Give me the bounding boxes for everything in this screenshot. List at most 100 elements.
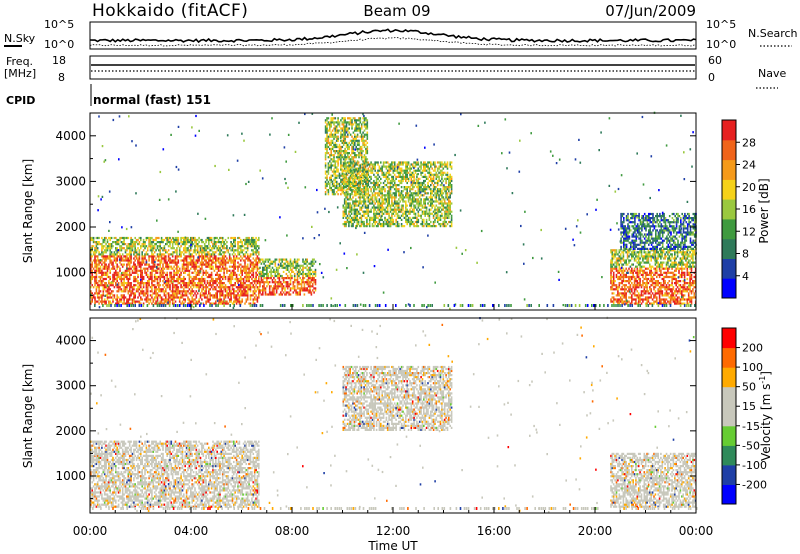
power-cell-4293 — [432, 169, 435, 172]
power-cell-216 — [103, 265, 106, 268]
power-cell-1034 — [159, 249, 161, 252]
power-cell-3063 — [348, 186, 350, 189]
power-cell-4926 — [345, 176, 348, 179]
power-cell-1541 — [192, 257, 195, 260]
power-cell-3036 — [346, 214, 349, 217]
power-cell-474 — [121, 263, 124, 266]
power-cell-4682 — [331, 184, 334, 188]
power-cell-1020 — [159, 284, 161, 287]
power-cell-403 — [116, 249, 118, 252]
power-cell-4782 — [337, 158, 339, 161]
power-cell-4902 — [344, 158, 346, 161]
power-cell-2475 — [255, 251, 257, 254]
nsky-label: N.Sky — [4, 32, 36, 45]
power-cell-787 — [142, 255, 145, 258]
power-cell-4805 — [338, 156, 341, 159]
power-cell-2057 — [227, 261, 230, 264]
power-cell-1917 — [219, 298, 221, 301]
power-cell-322 — [110, 259, 113, 262]
power-cell-3358 — [367, 161, 370, 164]
power-cell-2870 — [302, 264, 304, 267]
power-cell-4795 — [337, 119, 339, 122]
power-cell-4035 — [414, 198, 417, 201]
power-cell-554 — [127, 273, 130, 276]
power-cell-3951 — [409, 204, 411, 207]
power-cell-3787 — [398, 216, 400, 219]
power-cell-3260 — [361, 204, 364, 207]
power-cell-2516 — [258, 253, 260, 256]
power-cell-3803 — [398, 171, 400, 174]
power-cell-2196 — [237, 261, 239, 264]
power-cell-732 — [138, 236, 141, 240]
power-cell-363 — [113, 241, 116, 244]
power-cell-4643 — [329, 147, 331, 151]
power-cell-4411 — [441, 173, 443, 176]
power-cell-2889 — [305, 266, 307, 269]
power-cell-699 — [137, 282, 139, 285]
power-cell-278 — [108, 280, 110, 283]
power-cell-3240 — [360, 214, 363, 217]
power-cell-2864 — [302, 277, 304, 280]
power-cell-4932 — [345, 152, 348, 155]
power-cell-3155 — [355, 214, 357, 217]
power-cell-2140 — [233, 251, 235, 254]
power-cell-1809 — [210, 255, 213, 258]
power-cell-664 — [134, 269, 136, 272]
power-cell-2471 — [255, 261, 257, 264]
power-cell-1783 — [209, 273, 211, 276]
power-cell-2595 — [267, 281, 270, 284]
power-cell-2585 — [266, 277, 268, 280]
power-cell-1407 — [184, 255, 186, 258]
power-cell-3488 — [377, 173, 379, 176]
power-cell-3993 — [411, 196, 414, 199]
power-cell-2297 — [244, 269, 246, 272]
power-cell-586 — [128, 255, 131, 258]
power-cell-940 — [153, 277, 156, 281]
power-cell-2242 — [240, 263, 242, 266]
power-cell-4899 — [344, 164, 346, 167]
power-cell-2251 — [241, 300, 243, 303]
power-cell-2955 — [313, 279, 315, 282]
power-cell-3555 — [381, 167, 383, 170]
power-cell-738 — [140, 286, 142, 289]
power-cell-276 — [108, 286, 110, 289]
power-cell-1935 — [219, 253, 221, 256]
power-cell-1610 — [198, 298, 200, 301]
power-cell-3341 — [367, 204, 370, 207]
power-cell-635 — [133, 294, 135, 297]
power-cell-178 — [101, 249, 103, 252]
power-cell-3523 — [380, 204, 382, 207]
power-cell-537 — [126, 259, 128, 262]
power-cell-2232 — [240, 288, 242, 291]
power-cell-2331 — [246, 298, 249, 301]
power-cell-4892 — [342, 117, 345, 120]
power-cell-4819 — [340, 184, 342, 188]
power-cell-4797 — [338, 189, 341, 192]
power-cell-85 — [95, 280, 98, 283]
power-cell-2395 — [249, 243, 252, 246]
power-cell-4422 — [442, 206, 445, 209]
power-cell-2087 — [230, 284, 232, 287]
power-cell-1271 — [176, 292, 178, 295]
power-cell-1310 — [177, 245, 180, 248]
power-cell-2348 — [246, 257, 249, 260]
power-cell-4195 — [425, 188, 428, 191]
power-cell-1254 — [174, 280, 177, 283]
power-cell-3741 — [393, 167, 396, 170]
power-cell-923 — [152, 257, 155, 260]
power-cell-3052 — [348, 225, 350, 228]
power-cell-4513 — [448, 186, 450, 189]
power-cell-1279 — [176, 271, 178, 274]
power-cell-776 — [142, 292, 145, 295]
power-cell-302 — [109, 259, 111, 262]
power-cell-1744 — [206, 257, 209, 260]
power-cell-4188 — [425, 212, 428, 215]
power-cell-3270 — [363, 225, 365, 228]
power-cell-828 — [146, 300, 149, 303]
power-cell-853 — [148, 277, 150, 281]
power-cell-1387 — [183, 247, 185, 250]
power-cell-963 — [155, 275, 157, 279]
power-cell-3580 — [384, 208, 386, 211]
power-cell-2558 — [263, 287, 265, 290]
power-cell-4235 — [428, 169, 431, 172]
